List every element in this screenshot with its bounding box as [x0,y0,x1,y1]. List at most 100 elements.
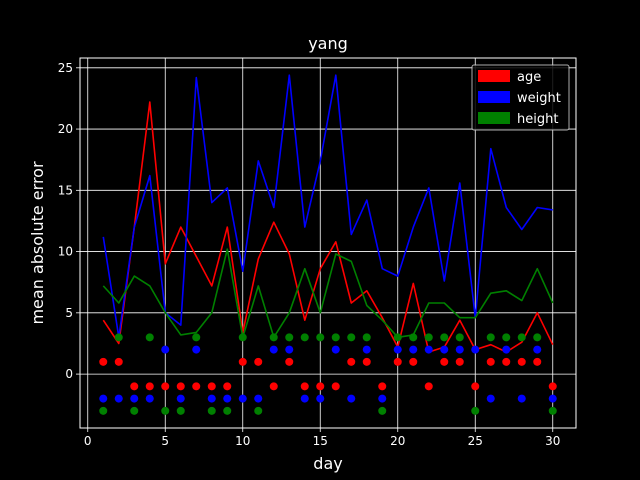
marker-weight [300,394,309,403]
marker-height [548,406,557,415]
marker-weight [223,394,232,403]
marker-weight [393,345,402,354]
plot-frame [79,57,577,429]
marker-age [114,357,123,366]
marker-weight [347,394,356,403]
marker-height [409,333,418,342]
marker-weight [486,394,495,403]
x-tick-label: 10 [235,434,250,448]
marker-height [161,406,170,415]
x-tick-label: 25 [468,434,483,448]
marker-age [533,357,542,366]
marker-weight [207,394,216,403]
marker-age [455,357,464,366]
marker-age [130,382,139,391]
marker-weight [192,345,201,354]
marker-age [161,382,170,391]
marker-weight [99,394,108,403]
y-tick-label: 10 [58,245,73,259]
marker-age [362,357,371,366]
marker-height [533,333,542,342]
marker-age [393,357,402,366]
marker-age [502,357,511,366]
marker-age [238,357,247,366]
marker-age [99,357,108,366]
legend: age weight height [471,64,570,131]
marker-weight [176,394,185,403]
y-tick-label: 5 [65,306,73,320]
y-tick-label: 0 [65,367,73,381]
marker-age [331,382,340,391]
x-tick-label: 30 [545,434,560,448]
marker-height [145,333,154,342]
marker-height [486,333,495,342]
marker-age [192,382,201,391]
legend-swatch-height [478,112,510,124]
x-tick-label: 15 [313,434,328,448]
marker-height [223,406,232,415]
marker-weight [254,394,263,403]
x-tick-label: 5 [161,434,169,448]
marker-weight [285,345,294,354]
marker-age [424,382,433,391]
marker-weight [316,394,325,403]
marker-weight [130,394,139,403]
marker-age [548,382,557,391]
marker-weight [362,345,371,354]
legend-swatch-age [478,70,510,82]
marker-height [440,333,449,342]
marker-age [223,382,232,391]
marker-height [99,406,108,415]
marker-weight [238,394,247,403]
line-weight [102,74,553,339]
y-axis-label: mean absolute error [28,161,47,324]
marker-age [207,382,216,391]
marker-age [471,382,480,391]
x-tick-label: 0 [84,434,92,448]
marker-age [145,382,154,391]
marker-weight [548,394,557,403]
marker-height [254,406,263,415]
y-tick-label: 15 [58,183,73,197]
x-axis-ticks: 0 5 10 15 20 25 30 [84,428,560,448]
legend-swatch-weight [478,91,510,103]
legend-label-age: age [517,70,541,85]
marker-height [269,333,278,342]
marker-height [114,333,123,342]
marker-weight [114,394,123,403]
marker-weight [424,345,433,354]
marker-height [502,333,511,342]
marker-weight [517,394,526,403]
marker-age [517,357,526,366]
marker-age [440,357,449,366]
marker-height [393,333,402,342]
marker-height [362,333,371,342]
marker-age [285,357,294,366]
marker-weight [145,394,154,403]
marker-weight [269,345,278,354]
marker-height [238,333,247,342]
marker-age [378,382,387,391]
marker-age [176,382,185,391]
marker-weight [331,345,340,354]
y-axis-ticks: 0 5 10 15 20 25 [58,61,80,381]
marker-weight [409,345,418,354]
marker-weight [440,345,449,354]
marker-age [409,357,418,366]
marker-weight [378,394,387,403]
marker-age [254,357,263,366]
grid [80,58,576,428]
marker-weight [533,345,542,354]
legend-label-weight: weight [517,91,561,106]
marker-weight [455,345,464,354]
x-tick-label: 20 [390,434,405,448]
marker-height [331,333,340,342]
marker-weight [471,345,480,354]
marker-height [347,333,356,342]
marker-weight [502,345,511,354]
y-tick-label: 20 [58,122,73,136]
marker-height [285,333,294,342]
series-markers [99,333,557,415]
marker-height [424,333,433,342]
